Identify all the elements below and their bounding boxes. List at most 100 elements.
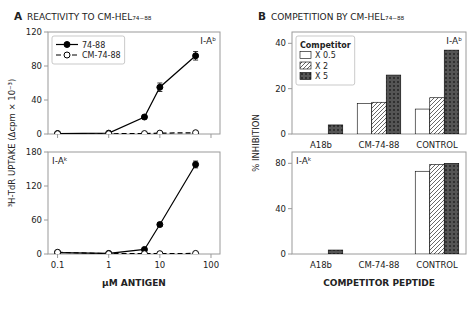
x-tick-label: CM-74-88 [358, 260, 399, 270]
chart-container: 0408012074-88CM-74-88I-AᵇAREACTIVITY TO … [0, 0, 474, 317]
data-point [106, 250, 112, 254]
y-tick [44, 186, 48, 187]
series-line [58, 252, 196, 253]
bar [328, 125, 343, 134]
panel-letter: A [14, 10, 23, 22]
legend-marker [64, 42, 70, 48]
plot-frame [48, 152, 220, 254]
y-tick [44, 100, 48, 101]
x-tick-label: A18b [310, 140, 332, 150]
x-tick-label: 10 [154, 260, 165, 270]
error-bar [193, 52, 198, 61]
bar [372, 254, 387, 255]
series-line [58, 133, 196, 134]
bar [299, 254, 314, 255]
x-tick-label: CM-74-88 [358, 140, 399, 150]
bar [430, 98, 445, 134]
legend: CompetitorX 0.5 X 2X 5 [296, 36, 355, 85]
x-tick [210, 254, 211, 258]
legend-item: X 0.5 [300, 51, 336, 60]
legend-box [52, 36, 125, 64]
y-tick-label: 0 [281, 129, 286, 139]
error-bar [193, 161, 198, 168]
data-point [193, 161, 199, 167]
series-line [58, 164, 196, 253]
y-tick [44, 32, 48, 33]
panel-title: REACTIVITY TO CM-HEL₇₄₋₈₈ [27, 12, 152, 22]
data-point [141, 251, 147, 254]
x-tick-label: A18b [310, 260, 332, 270]
figure: 0408012074-88CM-74-88I-AᵇAREACTIVITY TO … [0, 0, 474, 317]
bar [314, 254, 329, 255]
x-tick-label: 0.1 [51, 260, 65, 270]
legend-item: X 5 [300, 72, 328, 81]
y-tick [44, 152, 48, 153]
y-tick-label: 0 [37, 129, 42, 139]
x-tick [57, 134, 58, 138]
bar [299, 134, 314, 135]
y-tick-label: 40 [275, 204, 286, 214]
data-point [55, 131, 61, 134]
y-tick [288, 43, 292, 44]
bar [314, 134, 329, 135]
x-tick-label: 1 [106, 260, 111, 270]
data-point [157, 130, 163, 134]
x-tick [57, 254, 58, 258]
x-tick [210, 134, 211, 138]
plot-frame [292, 32, 466, 134]
bar [444, 163, 459, 254]
data-point [55, 250, 61, 254]
legend-label: X 2 [315, 62, 328, 71]
bar [386, 75, 401, 134]
legend-title: Competitor [300, 41, 351, 50]
error-bar [157, 83, 162, 92]
plot-area [328, 163, 459, 254]
legend-item: CM-74-88 [56, 51, 121, 60]
x-tick [159, 254, 160, 258]
data-point [55, 131, 61, 134]
y-tick-label: 80 [31, 61, 42, 71]
bar [430, 164, 445, 254]
plot-frame [48, 32, 220, 134]
y-tick [44, 134, 48, 135]
panel-label: I-Aᵇ [446, 36, 462, 46]
y-tick-label: 120 [26, 181, 42, 191]
legend-label: CM-74-88 [82, 51, 121, 60]
bar [415, 171, 430, 254]
y-tick-label: 0 [37, 249, 42, 259]
data-point [141, 114, 147, 120]
legend-label: X 0.5 [315, 51, 336, 60]
y-tick-label: 120 [26, 27, 42, 37]
data-point [193, 250, 199, 254]
x-tick-label: CONTROL [416, 260, 458, 270]
y-tick-label: 40 [275, 38, 286, 48]
legend: 74-88CM-74-88 [52, 36, 125, 64]
y-tick-label: 20 [275, 84, 286, 94]
y-tick-label: 40 [31, 95, 42, 105]
data-point [106, 251, 112, 254]
y-tick [44, 66, 48, 67]
plot-frame [292, 152, 466, 254]
x-tick [108, 254, 109, 258]
legend-swatch [300, 52, 311, 59]
y-tick [44, 254, 48, 255]
plot-area [55, 161, 199, 254]
y-tick-label: 0 [281, 249, 286, 259]
y-tick [288, 163, 292, 164]
series-line [58, 56, 196, 134]
data-point [193, 53, 199, 59]
x-tick [159, 134, 160, 138]
x-tick-label: 100 [203, 260, 219, 270]
data-point [141, 131, 147, 134]
y-tick-label: 80 [275, 158, 286, 168]
y-tick-label: 60 [31, 215, 42, 225]
data-point [157, 84, 163, 90]
legend-swatch [300, 62, 311, 69]
y-axis-label: ³H-TdR UPTAKE (Δcpm × 10⁻³) [7, 79, 17, 208]
legend-label: 74-88 [82, 41, 105, 50]
y-tick [288, 254, 292, 255]
y-tick [288, 88, 292, 89]
data-point [193, 130, 199, 134]
bar [444, 50, 459, 134]
panel: 0601201800.1110100I-AᵏμM ANTIGEN [26, 147, 220, 288]
